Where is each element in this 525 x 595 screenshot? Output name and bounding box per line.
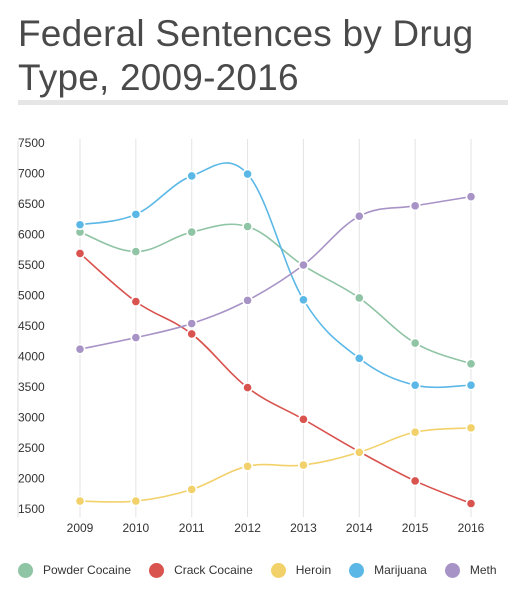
legend-swatch bbox=[149, 562, 165, 578]
data-point-meth[interactable] bbox=[242, 294, 253, 306]
data-point-marijuana[interactable] bbox=[298, 294, 309, 306]
series-line-marijuana bbox=[79, 162, 472, 389]
y-tick-label: 5000 bbox=[18, 289, 45, 303]
data-point-heroin[interactable] bbox=[186, 484, 198, 495]
x-tick-label: 2009 bbox=[67, 521, 94, 535]
data-point-marijuana[interactable] bbox=[130, 208, 142, 220]
data-point-meth[interactable] bbox=[74, 343, 86, 355]
y-tick-label: 4000 bbox=[18, 350, 45, 364]
data-point-meth[interactable] bbox=[409, 200, 421, 212]
data-point-crack-cocaine[interactable] bbox=[74, 248, 86, 259]
legend-swatch bbox=[18, 562, 33, 578]
data-point-powder-cocaine[interactable] bbox=[186, 226, 198, 238]
legend-item-marijuana[interactable]: Marijuana bbox=[349, 562, 427, 578]
x-tick-label: 2016 bbox=[458, 521, 485, 535]
y-tick-label: 3000 bbox=[18, 411, 45, 425]
data-point-powder-cocaine[interactable] bbox=[353, 292, 365, 304]
data-point-heroin[interactable] bbox=[242, 460, 253, 472]
legend-item-meth[interactable]: Meth bbox=[444, 562, 497, 578]
legend-swatch bbox=[270, 562, 286, 578]
x-tick-label: 2011 bbox=[179, 521, 205, 535]
legend-label: Powder Cocaine bbox=[43, 563, 132, 577]
y-tick-label: 4500 bbox=[18, 319, 45, 333]
data-point-heroin[interactable] bbox=[298, 459, 309, 471]
data-point-marijuana[interactable] bbox=[242, 168, 253, 180]
y-tick-label: 6500 bbox=[18, 197, 45, 211]
y-tick-label: 6000 bbox=[18, 228, 45, 242]
chart-title: Federal Sentences by Drug Type, 2009-201… bbox=[18, 13, 474, 98]
data-point-crack-cocaine[interactable] bbox=[409, 475, 421, 487]
data-point-heroin[interactable] bbox=[409, 426, 421, 438]
data-point-heroin[interactable] bbox=[130, 495, 142, 507]
legend-item-crack-cocaine[interactable]: Crack Cocaine bbox=[149, 562, 253, 578]
y-tick-label: 2000 bbox=[18, 472, 45, 486]
y-tick-label: 2500 bbox=[18, 441, 45, 455]
y-tick-label: 7500 bbox=[18, 136, 45, 150]
title-divider bbox=[18, 100, 508, 105]
series-line-crack-cocaine bbox=[79, 252, 472, 505]
y-tick-label: 7000 bbox=[18, 167, 45, 181]
chart-legend: Powder Cocaine Crack Cocaine Heroin Marijua… bbox=[18, 560, 518, 580]
data-point-heroin[interactable] bbox=[353, 446, 365, 458]
x-tick-label: 2010 bbox=[123, 521, 150, 535]
legend-item-powder-cocaine[interactable]: Powder Cocaine bbox=[18, 562, 132, 578]
data-point-meth[interactable] bbox=[186, 318, 198, 329]
x-tick-label: 2015 bbox=[402, 521, 429, 535]
x-tick-label: 2014 bbox=[346, 521, 373, 535]
data-point-marijuana[interactable] bbox=[409, 379, 421, 391]
data-point-heroin[interactable] bbox=[465, 422, 477, 434]
data-point-meth[interactable] bbox=[353, 210, 365, 222]
data-point-crack-cocaine[interactable] bbox=[465, 498, 477, 509]
legend-swatch bbox=[444, 562, 460, 578]
y-tick-label: 5500 bbox=[18, 258, 45, 272]
data-point-crack-cocaine[interactable] bbox=[186, 328, 198, 340]
data-point-meth[interactable] bbox=[130, 332, 142, 343]
series-line-meth bbox=[79, 195, 472, 350]
legend-label: Crack Cocaine bbox=[174, 563, 253, 577]
data-point-meth[interactable] bbox=[298, 259, 309, 271]
x-tick-label: 2012 bbox=[234, 521, 261, 535]
data-point-marijuana[interactable] bbox=[353, 352, 365, 364]
data-point-crack-cocaine[interactable] bbox=[130, 296, 142, 307]
y-tick-label: 1500 bbox=[18, 502, 45, 516]
data-point-crack-cocaine[interactable] bbox=[242, 382, 253, 394]
data-point-marijuana[interactable] bbox=[465, 379, 477, 391]
legend-label: Marijuana bbox=[374, 563, 427, 577]
legend-item-heroin[interactable]: Heroin bbox=[270, 562, 332, 578]
data-point-marijuana[interactable] bbox=[186, 170, 198, 182]
y-tick-label: 3500 bbox=[18, 380, 45, 394]
legend-label: Meth bbox=[469, 563, 497, 577]
data-point-powder-cocaine[interactable] bbox=[465, 358, 477, 370]
data-point-meth[interactable] bbox=[465, 191, 477, 203]
legend-label: Heroin bbox=[295, 563, 332, 577]
data-point-powder-cocaine[interactable] bbox=[242, 221, 253, 232]
legend-swatch bbox=[349, 562, 365, 578]
series-line-heroin bbox=[79, 427, 472, 503]
data-point-crack-cocaine[interactable] bbox=[298, 413, 309, 425]
data-point-marijuana[interactable] bbox=[74, 219, 86, 231]
data-point-powder-cocaine[interactable] bbox=[409, 337, 421, 349]
data-point-powder-cocaine[interactable] bbox=[130, 246, 142, 257]
x-tick-label: 2013 bbox=[290, 521, 317, 535]
data-point-heroin[interactable] bbox=[74, 495, 86, 507]
